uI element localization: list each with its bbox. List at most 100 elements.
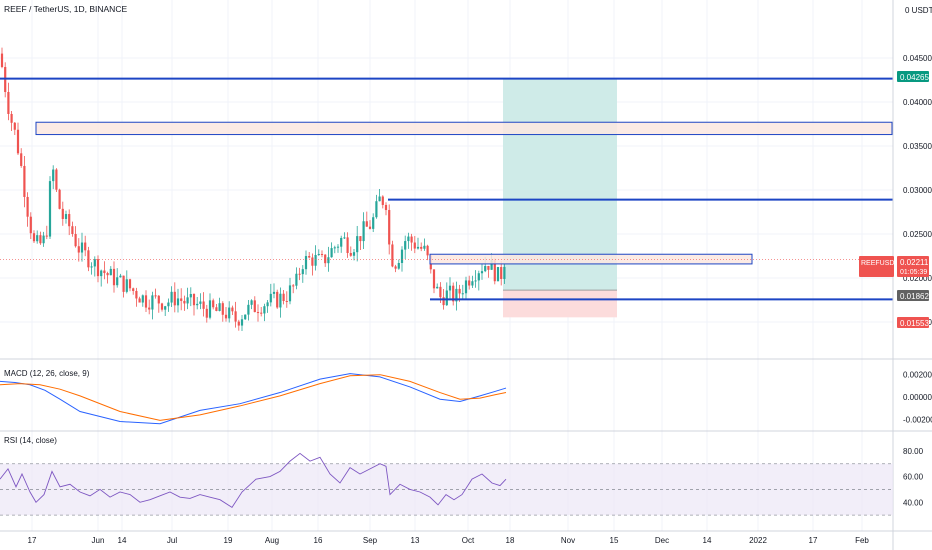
rsi-line (0, 452, 507, 509)
candle-body (381, 196, 384, 205)
candle-body (116, 277, 119, 286)
candle-body (490, 260, 493, 270)
price-tick-label: 0.04500 (903, 54, 932, 63)
candle-body (64, 214, 68, 219)
candle-body (135, 290, 138, 299)
time-tick-label: 14 (118, 536, 127, 545)
time-tick-label: 17 (809, 536, 818, 545)
candle-body (391, 244, 394, 267)
candle-body (317, 253, 320, 255)
time-axis[interactable]: 17 Jun 14 Jul 19 Aug 16 Sep 13 Oct 18 Nov 15 Dec 14 202… (28, 536, 870, 545)
candle-body (464, 280, 468, 294)
candle-body (474, 280, 477, 282)
stop-price-tag (897, 317, 929, 328)
candle-body (356, 236, 359, 253)
candle-body (394, 266, 397, 269)
candle-body (84, 242, 87, 251)
candle-body (375, 201, 378, 218)
candle-body (349, 253, 352, 256)
candle-body (455, 288, 458, 302)
candle-body (199, 301, 202, 304)
candles-group (0, 47, 506, 331)
candle-body (420, 246, 423, 249)
symbol-label: REEFUSDT (861, 260, 899, 267)
candle-body (109, 268, 112, 276)
candle-body (442, 297, 445, 306)
time-tick-label: Jun (92, 536, 105, 545)
candle-body (196, 303, 199, 306)
time-tick-label: 19 (224, 536, 233, 545)
candle-body (359, 236, 362, 242)
candle-body (279, 293, 282, 308)
sr-zones (35, 121, 893, 265)
candle-body (167, 302, 170, 307)
price-tick-label: 0.02000 (903, 274, 932, 283)
candle-body (164, 306, 167, 310)
candle-body (276, 291, 279, 308)
entry-price-label: 0.01862 (900, 292, 929, 301)
candle-body (45, 235, 48, 237)
candle-body (151, 295, 154, 310)
horizontal-levels (0, 77, 893, 301)
candle-body (471, 281, 474, 286)
candle-body (343, 237, 346, 239)
macd-tick-label: 0.00200 (903, 371, 932, 380)
candle-body (132, 288, 135, 291)
candle-body (324, 254, 327, 264)
candle-body (397, 263, 400, 269)
price-tick-label: 0.03000 (903, 186, 932, 195)
stop-loss-zone[interactable] (503, 290, 617, 318)
candle-body (48, 181, 52, 237)
price-tick-label: 0.04000 (903, 98, 932, 107)
candle-body (260, 312, 263, 314)
candle-body (176, 298, 180, 306)
candle-body (445, 290, 448, 306)
candle-body (432, 269, 436, 289)
candle-body (68, 214, 71, 227)
candle-body (484, 266, 487, 272)
candle-body (96, 259, 100, 277)
candle-body (205, 308, 208, 318)
candle-body (436, 286, 439, 289)
candle-body (192, 293, 196, 306)
candle-body (202, 301, 205, 309)
candle-body (410, 236, 413, 243)
candle-body (503, 266, 506, 279)
candle-body (247, 304, 250, 315)
candle-body (320, 253, 324, 255)
rsi-label: RSI (14, close) (4, 436, 57, 445)
candle-body (186, 297, 189, 304)
candle-body (157, 295, 160, 304)
time-tick-label: 14 (703, 536, 712, 545)
candle-body (106, 273, 109, 276)
candle-body (304, 256, 308, 270)
candle-body (224, 314, 228, 319)
macd-line (0, 373, 507, 425)
symbol-tag (859, 256, 894, 277)
candle-body (330, 248, 333, 258)
candle-body (423, 245, 426, 249)
rsi-pane: 80.00 60.00 40.00 (0, 447, 924, 516)
last-price-label: 0.02211 (900, 258, 929, 267)
candle-body (128, 279, 132, 289)
candle-body (266, 302, 269, 307)
candle-body (487, 266, 490, 270)
candle-body (231, 307, 234, 312)
candle-body (407, 236, 410, 242)
candle-body (26, 196, 29, 217)
candle-body (352, 252, 356, 256)
candle-body (308, 256, 311, 258)
candle-body (250, 300, 253, 305)
candle-body (253, 300, 256, 313)
candle-body (388, 210, 391, 245)
chart-title: REEF / TetherUS, 1D, BINANCE (4, 4, 127, 14)
candle-body (458, 288, 461, 294)
candle-body (452, 285, 455, 302)
candle-body (32, 233, 36, 242)
price-axis-unit: 0 USDT (905, 6, 932, 15)
target-price-tag (897, 71, 929, 82)
candle-body (477, 273, 480, 281)
macd-tick-label: -0.00200 (903, 415, 932, 424)
candle-body (298, 273, 301, 275)
